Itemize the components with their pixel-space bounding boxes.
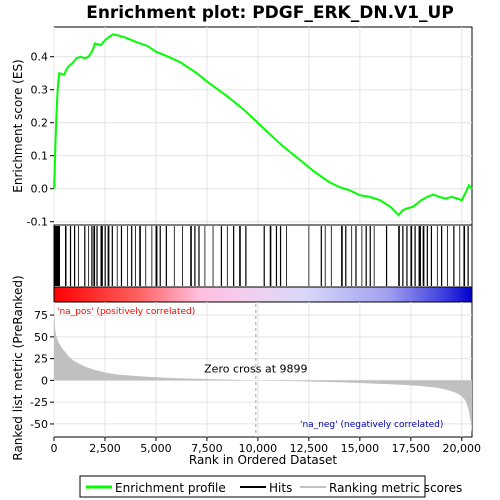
x-axis-label: Rank in Ordered Dataset: [189, 453, 337, 467]
metric-tick-label: 0: [41, 374, 48, 387]
hit-lines: [54, 226, 469, 286]
metric-y-ticks: -50 -25 0 25 50 75: [30, 309, 54, 431]
es-panel-frame: [53, 26, 473, 226]
pos-correlated-label: 'na_pos' (positively correlated): [57, 307, 195, 317]
es-tick-label: 0.4: [31, 51, 49, 64]
legend-enrichment-label: Enrichment profile: [115, 481, 226, 495]
x-tick-label: 10,000: [239, 442, 278, 455]
metric-y-axis-label: Ranked list metric (PreRanked): [11, 275, 25, 460]
legend-metric-label: Ranking metric scores: [329, 481, 462, 495]
x-tick-label: 7,500: [191, 442, 223, 455]
chart-title: Enrichment plot: PDGF_ERK_DN.V1_UP: [86, 3, 454, 23]
x-tick-label: 0: [51, 442, 58, 455]
color-bar-rect: [53, 286, 473, 303]
neg-correlated-label: 'na_neg' (negatively correlated): [300, 420, 443, 430]
es-tick-label: 0.3: [31, 84, 49, 97]
metric-tick-label: -50: [30, 418, 48, 431]
legend: Enrichment profile Hits Ranking metric s…: [79, 475, 462, 498]
zero-cross-label: Zero cross at 9899: [204, 362, 307, 375]
es-tick-label: 0.2: [31, 117, 49, 130]
es-tick-label: -0.1: [27, 216, 48, 229]
es-gridlines: [53, 27, 472, 225]
rank-color-bar: [53, 286, 473, 303]
x-tick-label: 20,000: [443, 442, 482, 455]
es-panel: -0.1 0.0 0.1 0.2 0.3 0.4: [27, 26, 473, 229]
es-tick-label: 0.0: [31, 183, 49, 196]
x-tick-label: 12,500: [290, 442, 329, 455]
metric-panel-frame: [53, 301, 473, 438]
hits-panel: [53, 224, 473, 288]
hits-panel-frame: [53, 224, 473, 288]
es-y-axis-label: Enrichment score (ES): [11, 59, 25, 192]
x-axis-ticks: 0 2,500 5,000 7,500 10,000 12,500 15,000 17,500…: [51, 437, 482, 455]
es-curve: [53, 33, 473, 217]
metric-tick-label: 25: [34, 353, 48, 366]
metric-tick-label: 75: [34, 309, 48, 322]
es-tick-label: 0.1: [31, 150, 49, 163]
x-tick-label: 17,500: [392, 442, 431, 455]
es-y-ticks: -0.1 0.0 0.1 0.2 0.3 0.4: [27, 51, 54, 229]
x-tick-label: 15,000: [341, 442, 380, 455]
metric-tick-label: -25: [30, 396, 48, 409]
x-tick-label: 2,500: [89, 442, 121, 455]
metric-tick-label: 50: [34, 331, 48, 344]
x-tick-label: 5,000: [140, 442, 172, 455]
metric-panel: -50 -25 0 25 50 75 Zero cross at 9899 'na_pos…: [30, 301, 473, 438]
legend-hits-label: Hits: [269, 481, 292, 495]
